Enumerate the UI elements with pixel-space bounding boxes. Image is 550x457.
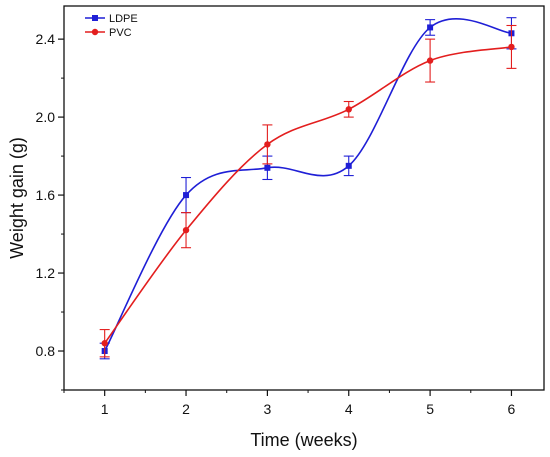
data-point	[345, 106, 352, 113]
series-pvc	[99, 24, 517, 358]
series-ldpe	[99, 17, 517, 360]
data-point	[345, 162, 352, 169]
series-line-pvc	[104, 46, 512, 344]
legend-label: PVC	[109, 27, 132, 39]
x-tick-label: 1	[101, 401, 109, 417]
y-tick-label: 1.2	[36, 265, 56, 281]
data-point	[264, 164, 271, 171]
y-tick-label: 1.6	[36, 187, 56, 203]
x-tick-label: 2	[182, 401, 190, 417]
x-tick-label: 4	[345, 401, 353, 417]
x-tick-label: 5	[426, 401, 434, 417]
x-tick-label: 6	[508, 401, 516, 417]
x-axis-title: Time (weeks)	[250, 430, 357, 450]
data-point	[101, 340, 108, 347]
data-point	[183, 192, 190, 199]
legend-label: LDPE	[109, 13, 138, 25]
y-axis-title: Weight gain (g)	[7, 137, 27, 259]
y-tick-label: 0.8	[36, 343, 56, 359]
plot-frame	[63, 5, 545, 391]
data-point	[427, 24, 434, 31]
y-tick-label: 2.0	[36, 109, 56, 125]
series-layer	[99, 17, 517, 360]
legend-item-ldpe: LDPE	[85, 13, 138, 25]
data-point	[264, 141, 271, 148]
x-tick-label: 3	[263, 401, 271, 417]
legend-marker	[91, 28, 99, 36]
series-line-ldpe	[103, 17, 512, 352]
legend-item-pvc: PVC	[85, 27, 132, 39]
data-point	[508, 43, 515, 51]
legend-marker	[92, 15, 98, 21]
legend: LDPE PVC	[85, 13, 138, 39]
axis-ticks: 1 2 3 4 5 6 0.8 1.2 1.6 2.0 2.4	[36, 31, 516, 417]
y-tick-label: 2.4	[36, 31, 56, 47]
data-point	[426, 57, 434, 64]
data-point	[182, 226, 190, 234]
